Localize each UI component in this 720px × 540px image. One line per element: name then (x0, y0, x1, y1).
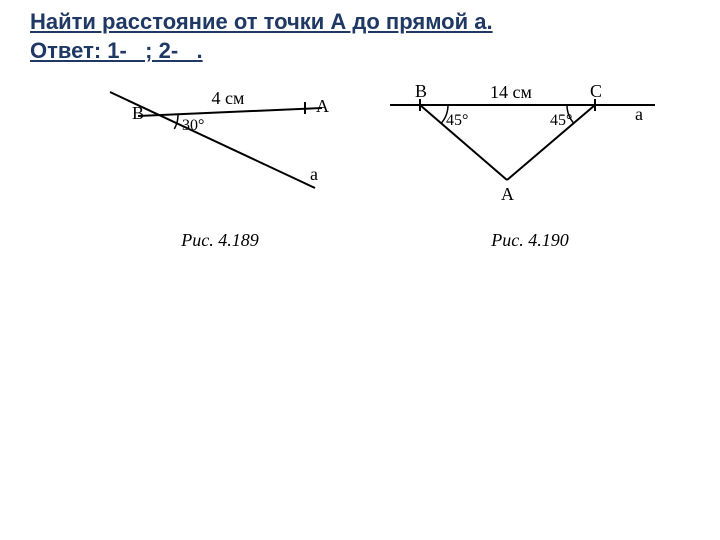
svg-text:a: a (635, 104, 643, 124)
svg-text:C: C (590, 81, 602, 101)
title-line-1: Найти расстояние от точки А до прямой а. (30, 9, 493, 34)
figure-1-svg: B A 4 см 30° a (90, 80, 350, 230)
svg-text:B: B (415, 81, 427, 101)
title-line-2: Ответ: 1- ; 2- . (30, 38, 203, 63)
svg-text:a: a (310, 164, 318, 184)
figure-1-caption: Рис. 4.189 (90, 230, 350, 251)
figure-1: B A 4 см 30° a Рис. 4.189 (90, 80, 350, 251)
svg-text:A: A (501, 184, 514, 204)
figure-2: B C A 14 см 45° 45° a Рис. 4.190 (380, 80, 680, 251)
figure-2-caption: Рис. 4.190 (380, 230, 680, 251)
svg-text:14 см: 14 см (490, 82, 532, 102)
svg-text:45°: 45° (446, 112, 468, 129)
figure-2-svg: B C A 14 см 45° 45° a (380, 80, 680, 230)
svg-text:4 см: 4 см (212, 88, 245, 108)
svg-text:B: B (132, 103, 144, 123)
task-title: Найти расстояние от точки А до прямой а.… (30, 8, 493, 65)
svg-text:A: A (316, 96, 329, 116)
svg-text:30°: 30° (182, 117, 204, 134)
svg-text:45°: 45° (550, 112, 572, 129)
